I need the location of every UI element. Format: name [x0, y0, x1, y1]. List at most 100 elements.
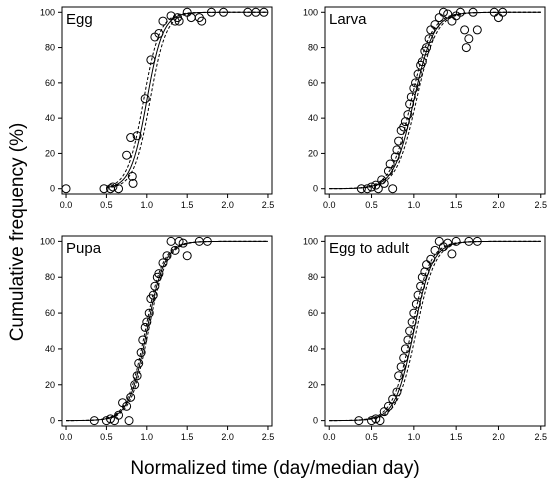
- data-point: [385, 159, 395, 169]
- y-tick-label: 100: [303, 7, 318, 17]
- y-tick-label: 0: [50, 184, 55, 194]
- x-tick-label: 2.5: [535, 432, 548, 442]
- x-tick-label: 1.5: [450, 432, 463, 442]
- data-point: [383, 166, 393, 176]
- data-point: [407, 317, 417, 327]
- data-point: [443, 9, 453, 19]
- y-tick-label: 100: [40, 7, 55, 17]
- confidence-band: [66, 240, 268, 422]
- data-point: [394, 136, 404, 146]
- fitted-curve: [66, 240, 268, 422]
- data-point: [460, 25, 470, 35]
- data-point: [128, 178, 138, 188]
- data-point: [114, 184, 124, 194]
- x-tick-label: 2.0: [492, 200, 505, 210]
- data-point: [140, 94, 150, 104]
- x-tick-label: 2.5: [262, 200, 275, 210]
- x-tick-label: 1.5: [181, 200, 194, 210]
- x-tick-label: 2.0: [221, 200, 234, 210]
- data-point: [390, 152, 400, 162]
- data-point: [434, 236, 444, 246]
- panel-frame: [324, 6, 546, 195]
- data-point: [422, 43, 432, 53]
- data-point: [493, 13, 503, 23]
- data-point: [146, 55, 156, 65]
- data-point: [105, 414, 115, 424]
- data-point: [430, 20, 440, 30]
- panel-1: Larva 0.0 0.5 1.0 1.5 2.0 2.5 0 20 40 60 80 100: [303, 6, 548, 210]
- x-tick-label: 2.5: [535, 200, 548, 210]
- data-point: [132, 371, 142, 381]
- data-point: [206, 7, 216, 17]
- data-point: [158, 16, 168, 26]
- data-point: [114, 410, 124, 420]
- data-point: [178, 238, 188, 248]
- data-point: [426, 25, 436, 35]
- confidence-band: [66, 240, 268, 422]
- x-tick-label: 1.0: [408, 432, 421, 442]
- confidence-band: [329, 11, 541, 190]
- data-point: [430, 245, 440, 255]
- panel-2: Pupa 0.0 0.5 1.0 1.5 2.0 2.5 0 20 40 60 80 100: [40, 235, 274, 442]
- data-point: [417, 272, 427, 282]
- panel-title: Pupa: [66, 240, 102, 257]
- panel-frame: [61, 235, 273, 427]
- data-point: [416, 281, 426, 291]
- data-point: [447, 16, 457, 26]
- fitted-curve: [329, 11, 541, 190]
- data-point: [367, 182, 377, 192]
- x-tick-label: 0.5: [365, 200, 378, 210]
- data-point: [498, 7, 508, 17]
- y-tick-label: 40: [308, 344, 318, 354]
- data-point: [472, 25, 482, 35]
- data-point: [455, 7, 465, 17]
- panel-frame: [61, 6, 273, 195]
- data-point: [124, 416, 134, 426]
- data-point: [126, 392, 136, 402]
- y-tick-label: 0: [50, 416, 55, 426]
- data-point: [426, 254, 436, 264]
- data-point: [383, 401, 393, 411]
- data-point: [417, 57, 427, 67]
- data-point: [373, 184, 383, 194]
- y-tick-label: 20: [45, 148, 55, 158]
- data-point: [403, 335, 413, 345]
- panel-frame: [324, 235, 546, 427]
- data-point: [461, 43, 471, 53]
- data-point: [356, 184, 366, 194]
- x-tick-label: 1.0: [141, 200, 154, 210]
- data-point: [438, 7, 448, 17]
- data-point: [409, 308, 419, 318]
- x-tick-label: 1.0: [141, 432, 154, 442]
- x-tick-label: 1.5: [450, 200, 463, 210]
- data-point: [403, 110, 413, 120]
- x-tick-label: 0.5: [100, 432, 113, 442]
- data-point: [142, 317, 152, 327]
- data-point: [447, 249, 457, 259]
- confidence-band: [329, 240, 541, 422]
- data-point: [162, 251, 172, 261]
- data-point: [399, 122, 409, 132]
- data-point: [406, 92, 416, 102]
- y-tick-label: 80: [308, 43, 318, 53]
- data-point: [411, 78, 421, 88]
- data-point: [400, 344, 410, 354]
- data-point: [136, 348, 146, 358]
- data-point: [354, 416, 364, 426]
- data-point: [464, 34, 474, 44]
- y-tick-label: 0: [313, 184, 318, 194]
- data-point: [394, 371, 404, 381]
- y-tick-label: 100: [40, 236, 55, 246]
- data-point: [388, 184, 398, 194]
- y-tick-label: 40: [45, 113, 55, 123]
- y-tick-label: 20: [45, 380, 55, 390]
- y-tick-label: 60: [308, 78, 318, 88]
- data-point: [174, 236, 184, 246]
- data-point: [148, 290, 158, 300]
- panel-title: Egg: [66, 11, 93, 28]
- data-point: [61, 184, 71, 194]
- data-point: [108, 182, 118, 192]
- data-point: [405, 326, 415, 336]
- data-point: [89, 416, 99, 426]
